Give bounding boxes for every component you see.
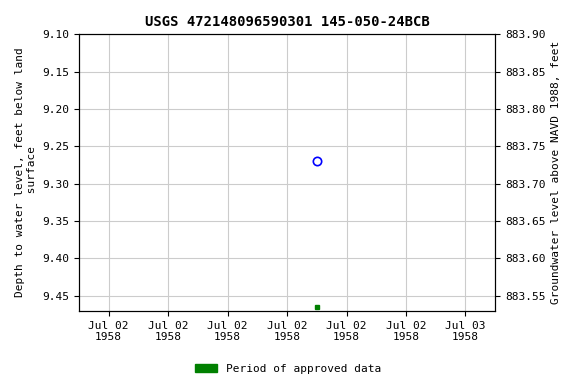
Y-axis label: Groundwater level above NAVD 1988, feet: Groundwater level above NAVD 1988, feet (551, 41, 561, 304)
Title: USGS 472148096590301 145-050-24BCB: USGS 472148096590301 145-050-24BCB (145, 15, 430, 29)
Y-axis label: Depth to water level, feet below land
 surface: Depth to water level, feet below land su… (15, 48, 37, 298)
Legend: Period of approved data: Period of approved data (191, 359, 385, 379)
